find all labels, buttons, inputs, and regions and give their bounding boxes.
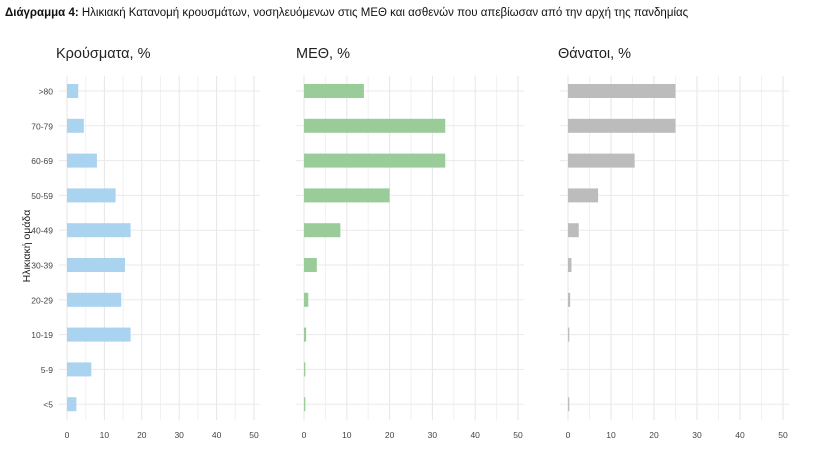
bar-20-29 bbox=[568, 292, 571, 307]
x-tick-label: 0 bbox=[65, 430, 70, 440]
bar-40-49 bbox=[568, 223, 579, 238]
x-tick-label: 30 bbox=[174, 430, 184, 440]
bar-10-19 bbox=[67, 327, 131, 342]
bar-50-59 bbox=[67, 188, 116, 203]
y-tick-label: 30-39 bbox=[31, 261, 53, 271]
bar->80 bbox=[304, 84, 364, 98]
bar-<5 bbox=[67, 397, 77, 412]
figure-caption: Ηλικιακή Κατανομή κρουσμάτων, νοσηλευόμε… bbox=[81, 7, 689, 19]
y-tick-label: 50-59 bbox=[31, 191, 53, 201]
x-tick-label: 10 bbox=[342, 430, 352, 440]
x-tick-label: 40 bbox=[470, 430, 480, 440]
x-tick-label: 50 bbox=[513, 430, 523, 440]
x-tick-label: 30 bbox=[692, 430, 702, 440]
bar-70-79 bbox=[67, 118, 84, 133]
bar-50-59 bbox=[304, 188, 390, 203]
x-tick-label: 10 bbox=[100, 430, 110, 440]
x-tick-label: 30 bbox=[428, 430, 438, 440]
bar-5-9 bbox=[304, 362, 306, 377]
bar-70-79 bbox=[568, 118, 676, 133]
x-tick-label: 0 bbox=[566, 430, 571, 440]
bar-60-69 bbox=[304, 153, 446, 168]
bar-10-19 bbox=[568, 327, 570, 342]
y-tick-label: 20-29 bbox=[31, 295, 53, 305]
x-tick-label: 50 bbox=[778, 430, 788, 440]
bar-30-39 bbox=[304, 258, 317, 272]
figure-number: Διάγραμμα 4: bbox=[5, 7, 79, 19]
bar-60-69 bbox=[67, 153, 97, 168]
y-tick-label: 60-69 bbox=[31, 156, 53, 166]
x-tick-label: 40 bbox=[212, 430, 222, 440]
y-tick-label: 10-19 bbox=[31, 330, 53, 340]
y-tick-label: <5 bbox=[43, 400, 53, 410]
bar-20-29 bbox=[304, 292, 309, 307]
bar->80 bbox=[67, 84, 79, 98]
bar->80 bbox=[568, 84, 676, 98]
bar-70-79 bbox=[304, 118, 446, 133]
x-tick-label: 50 bbox=[249, 430, 259, 440]
page-title: Διάγραμμα 4: Ηλικιακή Κατανομή κρουσμάτω… bbox=[5, 7, 688, 19]
bar-10-19 bbox=[304, 327, 307, 342]
bar-30-39 bbox=[568, 258, 572, 272]
x-tick-label: 40 bbox=[735, 430, 745, 440]
panel-title-deaths: Θάνατοι, % bbox=[558, 46, 632, 62]
y-tick-label: 70-79 bbox=[31, 121, 53, 131]
y-tick-label: >80 bbox=[39, 87, 54, 97]
panel-title-cases: Κρούσματα, % bbox=[56, 46, 151, 62]
bar-60-69 bbox=[568, 153, 635, 168]
bar-50-59 bbox=[568, 188, 599, 203]
x-tick-label: 0 bbox=[302, 430, 307, 440]
y-tick-label: 5-9 bbox=[41, 365, 54, 375]
bar-<5 bbox=[304, 397, 306, 412]
x-tick-label: 20 bbox=[649, 430, 659, 440]
bar-20-29 bbox=[67, 292, 122, 307]
x-tick-label: 20 bbox=[385, 430, 395, 440]
bar-40-49 bbox=[304, 223, 341, 238]
bar-30-39 bbox=[67, 258, 125, 272]
bar-<5 bbox=[568, 397, 570, 412]
panel-title-icu: ΜΕΘ, % bbox=[296, 46, 350, 62]
y-tick-label: 40-49 bbox=[31, 226, 53, 236]
bar-5-9 bbox=[67, 362, 92, 377]
x-tick-label: 20 bbox=[137, 430, 147, 440]
x-tick-label: 10 bbox=[606, 430, 616, 440]
bar-40-49 bbox=[67, 223, 131, 238]
